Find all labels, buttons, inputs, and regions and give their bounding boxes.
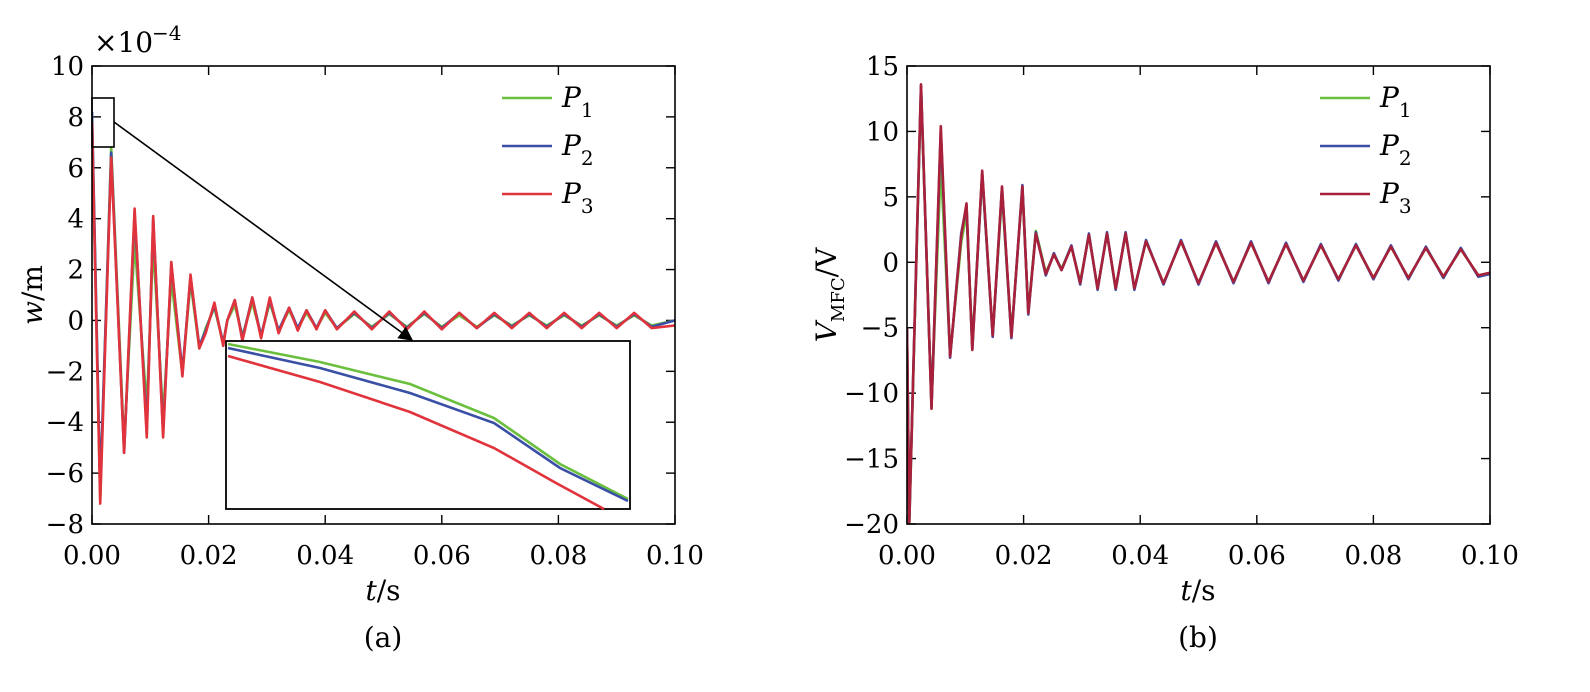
svg-text:×10: ×10 bbox=[94, 26, 153, 59]
panel-b-ylabel: VMFC/V bbox=[810, 247, 849, 342]
inset-line-p1 bbox=[227, 342, 629, 501]
x-tick-label: 0.04 bbox=[1111, 541, 1169, 571]
panel-a-axes-frame bbox=[91, 65, 676, 525]
x-tick-label: 0.06 bbox=[413, 541, 471, 571]
y-tick-label: 2 bbox=[67, 256, 84, 286]
y-tick-label: −20 bbox=[844, 510, 899, 540]
panel-a-scale-label: ×10 −4 bbox=[94, 21, 181, 59]
series-line-p3 bbox=[907, 83, 1490, 524]
inset-line-p2 bbox=[227, 346, 629, 503]
legend-label-p1: P1 bbox=[561, 81, 594, 122]
x-tick-label: 0.02 bbox=[180, 541, 238, 571]
panel-a-ylabel: w/m bbox=[16, 265, 49, 325]
y-tick-label: −8 bbox=[46, 510, 84, 540]
x-tick-label: 0.06 bbox=[1228, 541, 1286, 571]
series-line-p3 bbox=[92, 121, 675, 505]
x-tick-label: 0.00 bbox=[878, 541, 936, 571]
y-tick-label: −10 bbox=[844, 379, 899, 409]
y-tick-label: −5 bbox=[861, 314, 899, 344]
legend-label-p2: P2 bbox=[1379, 129, 1412, 170]
panel-b-caption: (b) bbox=[1178, 621, 1218, 654]
legend-label-p2: P2 bbox=[561, 129, 594, 170]
panel-a-legend: P1 P2 P3 bbox=[502, 81, 594, 218]
inset-line-p3 bbox=[227, 354, 605, 511]
y-tick-label: 0 bbox=[882, 248, 899, 278]
y-tick-label: −2 bbox=[46, 357, 84, 387]
x-tick-label: 0.08 bbox=[1344, 541, 1402, 571]
panel-b-series bbox=[907, 83, 1490, 524]
y-tick-label: −4 bbox=[46, 408, 84, 438]
x-tick-label: 0.08 bbox=[529, 541, 587, 571]
panel-a-series bbox=[92, 111, 675, 505]
y-tick-label: 10 bbox=[51, 52, 84, 82]
panel-a-caption: (a) bbox=[364, 621, 403, 654]
panel-b-tick-labels: 0.00 0.02 0.04 0.06 0.08 0.10 −20 −15 −10 −5 0 5 10 1… bbox=[844, 52, 1519, 571]
y-tick-label: −6 bbox=[46, 459, 84, 489]
y-tick-label: 6 bbox=[67, 154, 84, 184]
legend-label-p3: P3 bbox=[1379, 177, 1412, 218]
zoom-region-box bbox=[91, 97, 115, 148]
panel-a-chart: 0.00 0.02 0.04 0.06 0.08 0.10−8−6−4−20246810 … bbox=[16, 21, 704, 654]
y-tick-label: 5 bbox=[882, 183, 899, 213]
x-tick-label: 0.10 bbox=[1461, 541, 1519, 571]
zoom-arrow bbox=[113, 121, 414, 341]
y-tick-label: 10 bbox=[866, 117, 899, 147]
x-tick-label: 0.02 bbox=[995, 541, 1053, 571]
y-tick-label: 0 bbox=[67, 306, 84, 336]
panel-a-tick-labels: 0.00 0.02 0.04 0.06 0.08 0.10 −8 −6 −4 −2 0 2 4 6 8 10 bbox=[46, 52, 704, 571]
svg-text:−4: −4 bbox=[152, 21, 181, 45]
legend-label-p1: P1 bbox=[1379, 81, 1412, 122]
legend-label-p3: P3 bbox=[561, 177, 594, 218]
panel-a-xlabel: t/s bbox=[365, 574, 400, 607]
y-tick-label: 15 bbox=[866, 52, 899, 82]
panel-b-axes-frame bbox=[906, 65, 1491, 525]
y-tick-label: 4 bbox=[67, 205, 84, 235]
y-tick-label: 8 bbox=[67, 103, 84, 133]
panel-b-legend: P1 P2 P3 bbox=[1320, 81, 1412, 218]
y-tick-label: −15 bbox=[844, 445, 899, 475]
panel-b-chart: 0.00 0.02 0.04 0.06 0.08 0.10 −20 −15 −10 −5 0 5 10 1… bbox=[810, 52, 1519, 654]
panel-b-xlabel: t/s bbox=[1180, 574, 1215, 607]
x-tick-label: 0.04 bbox=[296, 541, 354, 571]
x-tick-label: 0.00 bbox=[63, 541, 121, 571]
zoom-inset bbox=[225, 340, 631, 511]
x-tick-label: 0.10 bbox=[646, 541, 704, 571]
